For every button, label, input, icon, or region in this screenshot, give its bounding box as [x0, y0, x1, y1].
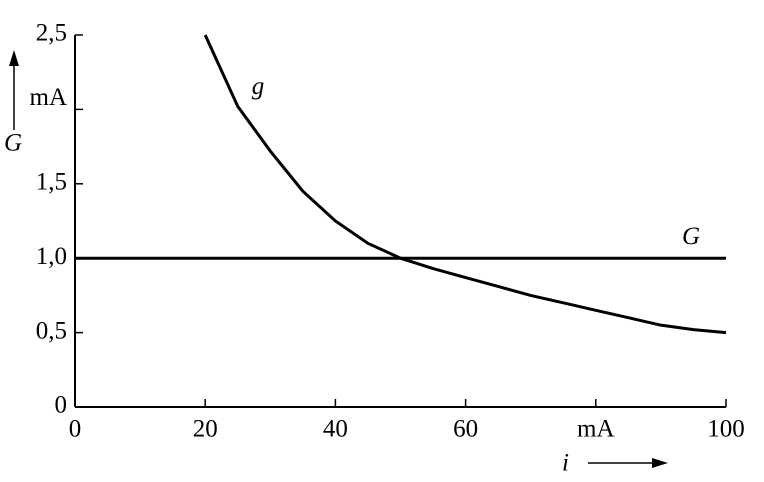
series-label: g [252, 73, 265, 100]
y-tick-label: 0 [55, 392, 68, 419]
x-tick-label: 60 [453, 416, 478, 443]
y-tick-label: 1,0 [36, 243, 67, 270]
x-arrowhead [652, 458, 668, 468]
series-label: G [682, 223, 700, 250]
y-axis-label: G [4, 130, 22, 157]
y-tick-label: 1,5 [36, 169, 67, 196]
x-axis-label: i [562, 450, 569, 477]
y-tick-label: mA [30, 84, 68, 111]
y-arrowhead [9, 50, 19, 66]
x-tick-label: 40 [323, 416, 348, 443]
x-tick-label: 0 [69, 416, 82, 443]
x-tick-label: mA [577, 416, 615, 443]
x-tick-label: 100 [707, 416, 745, 443]
y-tick-label: 0,5 [36, 317, 67, 344]
y-tick-label: 2,5 [36, 20, 67, 47]
series-line [203, 34, 727, 335]
x-tick-label: 20 [193, 416, 218, 443]
